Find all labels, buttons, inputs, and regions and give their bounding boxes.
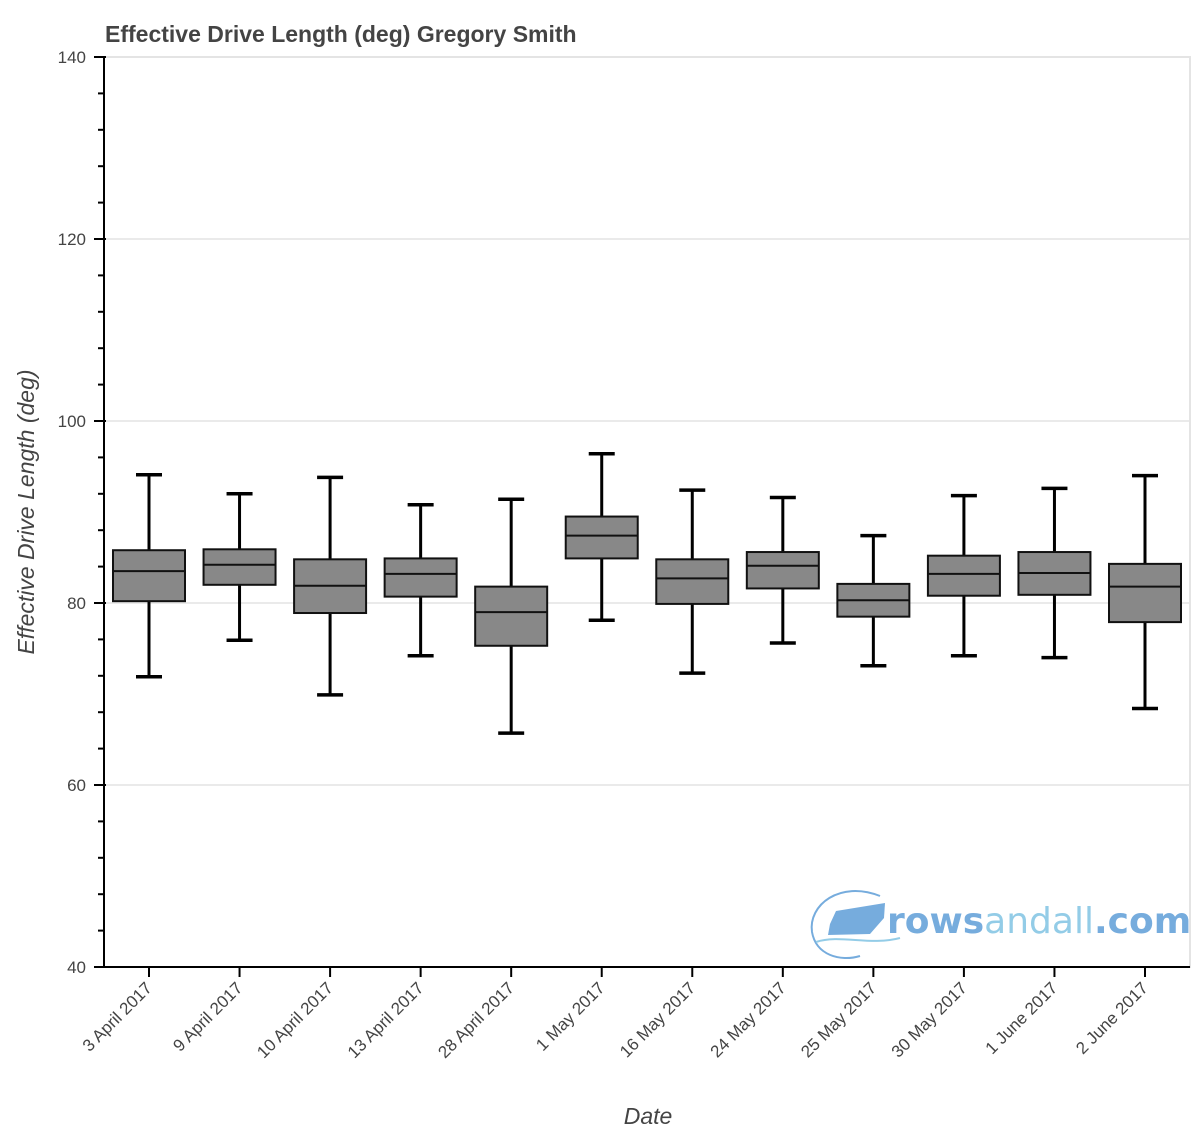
box-3 [293, 475, 368, 697]
box-11 [1017, 486, 1092, 660]
box-6 [564, 452, 639, 623]
x-tick-label: 9 April 2017 [169, 978, 246, 1055]
x-axis: 3 April 2017 9 April 2017 10 April 2017 13 … [79, 966, 1190, 1062]
y-tick-label: 100 [58, 412, 86, 431]
x-tick-label: 25 May 2017 [797, 978, 880, 1061]
watermark-text: rowsandall.com [887, 901, 1191, 942]
iqr-box [112, 549, 186, 603]
y-tick-label: 40 [67, 958, 86, 977]
chart-title: Effective Drive Length (deg) Gregory Smi… [105, 21, 577, 47]
x-tick-label: 1 May 2017 [532, 978, 608, 1054]
iqr-box [202, 548, 277, 586]
box-1 [112, 472, 186, 679]
iqr-box [655, 558, 730, 605]
x-axis-label: Date [624, 1103, 673, 1129]
y-tick-label: 80 [67, 594, 86, 613]
watermark-rows: rows [887, 901, 984, 942]
x-tick-label: 28 April 2017 [434, 978, 518, 1062]
box-4 [383, 502, 458, 658]
watermark-logo: rowsandall.com [810, 890, 1191, 960]
iqr-box [564, 515, 639, 560]
x-tick-label: 24 May 2017 [707, 978, 790, 1061]
y-tick-label: 60 [67, 776, 86, 795]
box-5 [474, 497, 549, 735]
x-tick-label: 3 April 2017 [79, 978, 156, 1055]
plot-frame [103, 56, 1191, 968]
iqr-box [1108, 562, 1182, 624]
box-10 [926, 493, 1001, 658]
x-tick-label: 13 April 2017 [344, 978, 428, 1062]
x-tick-label: 1 June 2017 [982, 978, 1062, 1058]
watermark-andall: andall [984, 901, 1094, 942]
box-8 [745, 495, 820, 645]
box-9 [836, 533, 911, 668]
y-axis-label: Effective Drive Length (deg) [13, 369, 39, 654]
box-12 [1108, 473, 1182, 711]
box-7 [655, 488, 730, 675]
iqr-box [745, 551, 820, 590]
y-tick-label: 140 [58, 48, 86, 67]
x-tick-label: 10 April 2017 [253, 978, 337, 1062]
x-tick-label: 30 May 2017 [888, 978, 971, 1061]
box-series [112, 452, 1182, 735]
iqr-box [383, 557, 458, 598]
iqr-box [926, 554, 1001, 597]
x-tick-label: 2 June 2017 [1072, 978, 1152, 1058]
y-tick-label: 120 [58, 230, 86, 249]
x-tick-label: 16 May 2017 [616, 978, 699, 1061]
iqr-box [474, 585, 549, 647]
watermark-com: .com [1094, 901, 1191, 942]
grid-lines [104, 56, 1190, 786]
rowing-boat-icon [810, 890, 901, 960]
box-2 [202, 492, 277, 643]
y-axis: 40 60 80 100 120 140 [58, 48, 106, 977]
